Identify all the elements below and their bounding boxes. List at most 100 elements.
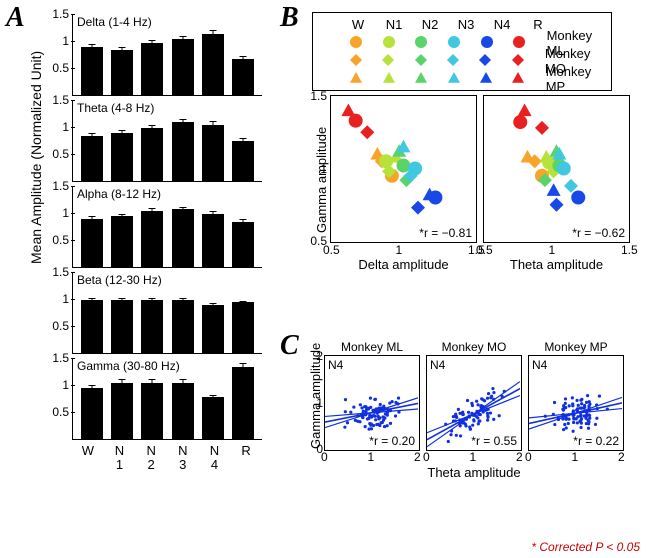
mini-title: Monkey MP bbox=[529, 340, 623, 354]
bar bbox=[141, 300, 163, 353]
mini-title: Monkey MO bbox=[427, 340, 521, 354]
legend-marker bbox=[345, 52, 367, 71]
bar bbox=[232, 222, 254, 267]
legend-marker bbox=[475, 70, 497, 89]
bar bbox=[202, 305, 224, 353]
tick-label: 2 bbox=[516, 450, 523, 464]
bar bbox=[202, 125, 224, 181]
panel-a: Mean Amplitude (Normalized Unit) Delta (… bbox=[34, 14, 264, 514]
legend-marker bbox=[475, 34, 498, 53]
bar-subchart: Alpha (8-12 Hz)0.511.5 bbox=[72, 186, 262, 268]
panel-label-a: A bbox=[6, 2, 25, 34]
tick-label: 1.5 bbox=[310, 89, 327, 103]
bar-subchart: Delta (1-4 Hz)0.511.5 bbox=[72, 14, 262, 96]
panel-b-legend: WN1N2N3N4R Monkey MLMonkey MOMonkey MP bbox=[312, 12, 612, 91]
legend-marker bbox=[345, 34, 368, 53]
scatter-theta: *r = −0.62 0.511.5 bbox=[483, 95, 630, 243]
tick-label: 0 bbox=[423, 450, 430, 464]
tick-label: 2 bbox=[316, 349, 323, 363]
tick-label: 1 bbox=[470, 450, 477, 464]
tick-label: 0.5 bbox=[310, 234, 327, 248]
panel-b-ylabel: Gamma amplitude bbox=[314, 127, 329, 233]
legend-marker bbox=[508, 34, 531, 53]
tick-label: 0.5 bbox=[476, 243, 493, 257]
legend-stage: W bbox=[345, 17, 371, 32]
xtick: N4 bbox=[203, 444, 225, 471]
bar bbox=[172, 209, 194, 267]
bar bbox=[81, 300, 103, 353]
tick-label: 1 bbox=[368, 450, 375, 464]
bar bbox=[172, 383, 194, 439]
bar bbox=[172, 122, 194, 181]
bar bbox=[111, 50, 133, 95]
legend-marker bbox=[410, 70, 432, 89]
legend-marker bbox=[474, 52, 496, 71]
r-value-right: *r = −0.62 bbox=[572, 226, 625, 240]
bar bbox=[232, 302, 254, 353]
mini-scatter: Monkey MPN4*r = 0.22012 bbox=[528, 355, 624, 451]
legend-marker bbox=[345, 70, 367, 89]
legend-marker bbox=[377, 52, 399, 71]
bar bbox=[141, 211, 163, 267]
bar-subchart: Gamma (30-80 Hz)0.511.5 bbox=[72, 358, 262, 440]
legend-marker bbox=[410, 52, 432, 71]
footnote: * Corrected P < 0.05 bbox=[531, 540, 640, 554]
legend-marker bbox=[442, 70, 464, 89]
legend-stage: N3 bbox=[453, 17, 479, 32]
mini-scatter: Monkey MLN4*r = 0.20012012 bbox=[324, 355, 420, 451]
bar bbox=[111, 300, 133, 353]
tick-label: 1 bbox=[316, 396, 323, 410]
legend-marker bbox=[443, 34, 466, 53]
bar bbox=[141, 128, 163, 181]
bar bbox=[232, 59, 254, 95]
tick-label: 0 bbox=[316, 442, 323, 456]
bar bbox=[81, 219, 103, 267]
tick-label: 0 bbox=[525, 450, 532, 464]
xlabel-theta: Theta amplitude bbox=[483, 257, 630, 272]
bar bbox=[111, 216, 133, 267]
xtick: W bbox=[77, 444, 99, 471]
xtick: R bbox=[235, 444, 257, 471]
bar bbox=[202, 214, 224, 267]
panel-b: WN1N2N3N4R Monkey MLMonkey MOMonkey MP G… bbox=[300, 12, 630, 272]
legend-stage: N2 bbox=[417, 17, 443, 32]
mini-scatter: Monkey MON4*r = 0.55012 bbox=[426, 355, 522, 451]
legend-marker bbox=[410, 34, 433, 53]
bar bbox=[202, 397, 224, 439]
legend-marker bbox=[377, 70, 399, 89]
bar bbox=[232, 141, 254, 181]
bar bbox=[141, 43, 163, 95]
bar bbox=[81, 136, 103, 181]
bar bbox=[232, 367, 254, 439]
panel-a-ylabel: Mean Amplitude (Normalized Unit) bbox=[28, 51, 44, 264]
legend-marker bbox=[442, 52, 464, 71]
panel-label-c: C bbox=[280, 330, 299, 362]
legend-marker bbox=[507, 70, 529, 89]
bar bbox=[172, 300, 194, 353]
panel-c-xlabel: Theta amplitude bbox=[324, 465, 624, 480]
bar bbox=[202, 34, 224, 95]
bar bbox=[111, 133, 133, 181]
xlabel-delta: Delta amplitude bbox=[330, 257, 477, 272]
tick-label: 1.5 bbox=[621, 243, 638, 257]
xtick: N3 bbox=[172, 444, 194, 471]
xtick: N1 bbox=[108, 444, 130, 471]
legend-stage: N4 bbox=[489, 17, 515, 32]
bar bbox=[172, 39, 194, 95]
bar bbox=[111, 383, 133, 439]
panel-label-b: B bbox=[280, 2, 299, 34]
bar bbox=[81, 47, 103, 95]
panel-c: Gamma amplitude Monkey MLN4*r = 0.200120… bbox=[300, 355, 636, 480]
tick-label: 2 bbox=[414, 450, 421, 464]
bar-subchart: Beta (12-30 Hz)0.511.5 bbox=[72, 272, 262, 354]
tick-label: 1 bbox=[549, 243, 556, 257]
tick-label: 2 bbox=[618, 450, 625, 464]
mini-title: Monkey ML bbox=[325, 340, 419, 354]
tick-label: 1 bbox=[320, 162, 327, 176]
bar-subchart: Theta (4-8 Hz)0.511.5 bbox=[72, 100, 262, 182]
tick-label: 1 bbox=[396, 243, 403, 257]
legend-marker bbox=[378, 34, 401, 53]
bar bbox=[81, 388, 103, 439]
bar bbox=[141, 383, 163, 439]
r-value-left: *r = −0.81 bbox=[419, 226, 472, 240]
